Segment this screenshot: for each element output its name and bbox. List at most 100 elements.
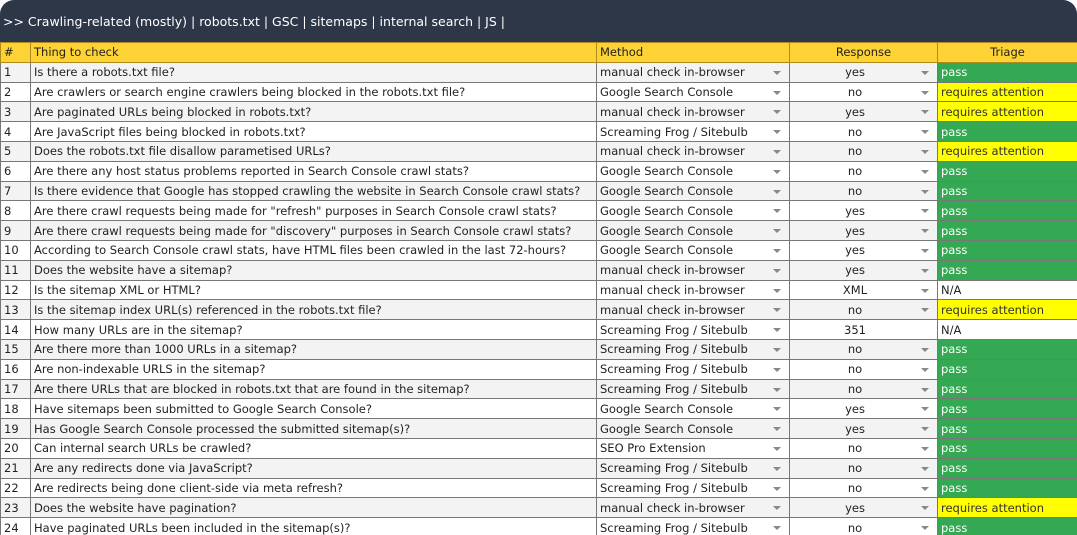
response-dropdown[interactable]: no	[789, 299, 938, 321]
response-dropdown[interactable]: no	[789, 517, 938, 535]
dropdown-arrow-icon[interactable]	[921, 110, 929, 115]
thing-to-check-cell[interactable]: Has Google Search Console processed the …	[30, 418, 597, 439]
dropdown-arrow-icon[interactable]	[773, 110, 781, 115]
response-dropdown[interactable]: 351	[789, 319, 938, 340]
dropdown-arrow-icon[interactable]	[921, 130, 929, 135]
dropdown-arrow-icon[interactable]	[921, 149, 929, 154]
thing-to-check-cell[interactable]: Have paginated URLs been included in the…	[30, 517, 597, 535]
response-dropdown[interactable]: no	[789, 140, 938, 162]
method-dropdown[interactable]: manual check in-browser	[596, 259, 790, 281]
dropdown-arrow-icon[interactable]	[773, 70, 781, 75]
triage-cell[interactable]: N/A	[937, 319, 1077, 340]
method-dropdown[interactable]: Screaming Frog / Sitebulb	[596, 517, 790, 535]
dropdown-arrow-icon[interactable]	[921, 427, 929, 432]
response-dropdown[interactable]: no	[789, 378, 938, 400]
method-dropdown[interactable]: Screaming Frog / Sitebulb	[596, 121, 790, 142]
method-dropdown[interactable]: manual check in-browser	[596, 299, 790, 321]
dropdown-arrow-icon[interactable]	[773, 526, 781, 531]
thing-to-check-cell[interactable]: Are JavaScript files being blocked in ro…	[30, 121, 597, 142]
dropdown-arrow-icon[interactable]	[921, 229, 929, 234]
response-dropdown[interactable]: no	[789, 121, 938, 142]
dropdown-arrow-icon[interactable]	[921, 486, 929, 491]
method-dropdown[interactable]: Google Search Console	[596, 398, 790, 420]
method-dropdown[interactable]: Google Search Console	[596, 418, 790, 439]
dropdown-arrow-icon[interactable]	[773, 209, 781, 214]
triage-cell[interactable]: pass	[937, 418, 1077, 439]
dropdown-arrow-icon[interactable]	[773, 130, 781, 135]
triage-cell[interactable]: pass	[937, 61, 1077, 83]
thing-to-check-cell[interactable]: Are redirects being done client-side via…	[30, 477, 597, 499]
response-dropdown[interactable]: yes	[789, 398, 938, 420]
method-dropdown[interactable]: manual check in-browser	[596, 140, 790, 162]
triage-cell[interactable]: requires attention	[937, 81, 1077, 103]
dropdown-arrow-icon[interactable]	[921, 407, 929, 412]
method-dropdown[interactable]: Google Search Console	[596, 239, 790, 261]
triage-cell[interactable]: pass	[937, 517, 1077, 535]
response-dropdown[interactable]: XML	[789, 279, 938, 301]
dropdown-arrow-icon[interactable]	[773, 149, 781, 154]
response-dropdown[interactable]: no	[789, 358, 938, 380]
response-dropdown[interactable]: no	[789, 338, 938, 360]
response-dropdown[interactable]: no	[789, 477, 938, 499]
triage-cell[interactable]: pass	[937, 378, 1077, 400]
response-dropdown[interactable]: yes	[789, 61, 938, 83]
dropdown-arrow-icon[interactable]	[773, 347, 781, 352]
method-dropdown[interactable]: SEO Pro Extension	[596, 437, 790, 459]
thing-to-check-cell[interactable]: Are there more than 1000 URLs in a sitem…	[30, 338, 597, 360]
response-dropdown[interactable]: no	[789, 81, 938, 103]
response-dropdown[interactable]: no	[789, 437, 938, 459]
response-dropdown[interactable]: yes	[789, 200, 938, 222]
dropdown-arrow-icon[interactable]	[921, 308, 929, 313]
dropdown-arrow-icon[interactable]	[773, 189, 781, 194]
thing-to-check-cell[interactable]: Is there evidence that Google has stoppe…	[30, 180, 597, 202]
dropdown-arrow-icon[interactable]	[921, 189, 929, 194]
triage-cell[interactable]: pass	[937, 398, 1077, 420]
method-dropdown[interactable]: Screaming Frog / Sitebulb	[596, 338, 790, 360]
method-dropdown[interactable]: Google Search Console	[596, 180, 790, 202]
method-dropdown[interactable]: Screaming Frog / Sitebulb	[596, 457, 790, 479]
method-dropdown[interactable]: manual check in-browser	[596, 61, 790, 83]
triage-cell[interactable]: pass	[937, 160, 1077, 182]
dropdown-arrow-icon[interactable]	[773, 506, 781, 511]
dropdown-arrow-icon[interactable]	[921, 347, 929, 352]
dropdown-arrow-icon[interactable]	[773, 486, 781, 491]
method-dropdown[interactable]: Google Search Console	[596, 160, 790, 182]
method-dropdown[interactable]: Screaming Frog / Sitebulb	[596, 319, 790, 340]
dropdown-arrow-icon[interactable]	[921, 466, 929, 471]
thing-to-check-cell[interactable]: Are there crawl requests being made for …	[30, 200, 597, 222]
dropdown-arrow-icon[interactable]	[921, 70, 929, 75]
triage-cell[interactable]: pass	[937, 338, 1077, 360]
dropdown-arrow-icon[interactable]	[773, 229, 781, 234]
method-dropdown[interactable]: Screaming Frog / Sitebulb	[596, 358, 790, 380]
method-dropdown[interactable]: manual check in-browser	[596, 101, 790, 123]
triage-cell[interactable]: requires attention	[937, 299, 1077, 321]
response-dropdown[interactable]: no	[789, 160, 938, 182]
dropdown-arrow-icon[interactable]	[921, 506, 929, 511]
dropdown-arrow-icon[interactable]	[921, 526, 929, 531]
method-dropdown[interactable]: manual check in-browser	[596, 497, 790, 519]
triage-cell[interactable]: pass	[937, 239, 1077, 261]
dropdown-arrow-icon[interactable]	[921, 209, 929, 214]
thing-to-check-cell[interactable]: Is there a robots.txt file?	[30, 61, 597, 83]
thing-to-check-cell[interactable]: According to Search Console crawl stats,…	[30, 239, 597, 261]
triage-cell[interactable]: N/A	[937, 279, 1077, 301]
method-dropdown[interactable]: Google Search Console	[596, 220, 790, 241]
dropdown-arrow-icon[interactable]	[921, 446, 929, 451]
dropdown-arrow-icon[interactable]	[773, 367, 781, 372]
response-dropdown[interactable]: yes	[789, 101, 938, 123]
dropdown-arrow-icon[interactable]	[773, 427, 781, 432]
thing-to-check-cell[interactable]: Are paginated URLs being blocked in robo…	[30, 101, 597, 123]
response-dropdown[interactable]: yes	[789, 220, 938, 241]
thing-to-check-cell[interactable]: Is the sitemap XML or HTML?	[30, 279, 597, 301]
response-dropdown[interactable]: yes	[789, 497, 938, 519]
triage-cell[interactable]: pass	[937, 477, 1077, 499]
method-dropdown[interactable]: manual check in-browser	[596, 279, 790, 301]
method-dropdown[interactable]: Google Search Console	[596, 81, 790, 103]
dropdown-arrow-icon[interactable]	[921, 248, 929, 253]
dropdown-arrow-icon[interactable]	[921, 288, 929, 293]
thing-to-check-cell[interactable]: Can internal search URLs be crawled?	[30, 437, 597, 459]
dropdown-arrow-icon[interactable]	[773, 407, 781, 412]
thing-to-check-cell[interactable]: Are any redirects done via JavaScript?	[30, 457, 597, 479]
response-dropdown[interactable]: yes	[789, 239, 938, 261]
dropdown-arrow-icon[interactable]	[773, 288, 781, 293]
